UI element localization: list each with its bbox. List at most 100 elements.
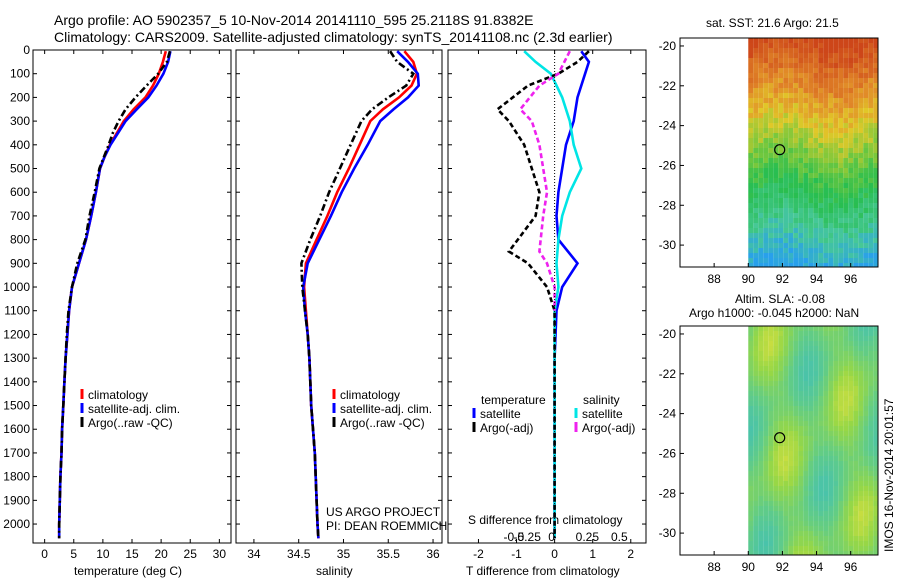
sla_map-cell	[848, 336, 854, 341]
sst_map-cell	[768, 248, 774, 253]
sst_map-cell	[863, 258, 869, 263]
sst_map-cell	[808, 243, 814, 248]
sla_map-cell	[818, 386, 824, 391]
sla_map-cell	[783, 351, 789, 356]
sst_map-cell	[763, 248, 769, 253]
sst_map-cell	[753, 153, 759, 158]
sst_map-cell	[778, 258, 784, 263]
sla_map-cell	[843, 326, 849, 331]
sla_map-cell	[803, 421, 809, 426]
sla_map-cell	[798, 486, 804, 491]
sst_map-cell	[823, 153, 829, 158]
sst_map-cell	[808, 198, 814, 203]
sla_map-cell	[808, 396, 814, 401]
sla_map-cell	[843, 536, 849, 541]
sst_map-cell	[853, 208, 859, 213]
sla_map-cell	[803, 386, 809, 391]
sst_map-cell	[858, 98, 864, 103]
sla_map-cell	[863, 371, 869, 376]
sst_map-cell	[818, 153, 824, 158]
sla_map-cell	[758, 386, 764, 391]
sla_map-cell	[868, 336, 874, 341]
sst_map-cell	[763, 133, 769, 138]
sst_map-cell	[798, 58, 804, 63]
sla_map-cell	[863, 441, 869, 446]
sst_map-cell	[858, 103, 864, 108]
sla_map-cell	[868, 531, 874, 536]
sst_map-cell	[818, 48, 824, 53]
sst_map-cell	[798, 163, 804, 168]
sst_map-cell	[838, 258, 844, 263]
sla_map-cell	[863, 501, 869, 506]
sst_map-cell	[868, 263, 874, 267]
sst_map-xtick-label: 90	[742, 272, 756, 286]
sla_map-cell	[823, 546, 829, 551]
sla_map-cell	[813, 461, 819, 466]
sst_map-cell	[868, 193, 874, 198]
sla_map-cell	[778, 371, 784, 376]
sla_map-cell	[873, 396, 878, 401]
sst_map-cell	[788, 228, 794, 233]
sst_map-cell	[823, 173, 829, 178]
sla_map-cell	[768, 361, 774, 366]
sla_map-cell	[838, 371, 844, 376]
sst_map-cell	[793, 193, 799, 198]
sst_map-cell	[753, 98, 759, 103]
sst_map-cell	[833, 168, 839, 173]
sla_map-cell	[828, 421, 834, 426]
sla_map-cell	[803, 541, 809, 546]
sst_map-cell	[868, 143, 874, 148]
sla_map-cell	[863, 401, 869, 406]
sla_map-cell	[768, 536, 774, 541]
sst_map-cell	[783, 188, 789, 193]
sla_map-cell	[778, 361, 784, 366]
sst_map-cell	[788, 108, 794, 113]
sst_map-cell	[848, 173, 854, 178]
sst_map-cell	[858, 83, 864, 88]
sst_map-cell	[853, 38, 859, 43]
sst_map-cell	[818, 63, 824, 68]
sst_map-cell	[768, 58, 774, 63]
sst_map-cell	[783, 248, 789, 253]
sst_map-cell	[763, 213, 769, 218]
sst_map-cell	[848, 148, 854, 153]
sla_map-cell	[803, 496, 809, 501]
sst_map-cell	[843, 163, 849, 168]
sla_map-cell	[773, 541, 779, 546]
sst_map-cell	[783, 148, 789, 153]
sla_map-cell	[763, 406, 769, 411]
sla_map-cell	[803, 451, 809, 456]
sla_map-cell	[793, 366, 799, 371]
sla_map-cell	[803, 511, 809, 516]
sst_map-cell	[803, 178, 809, 183]
sst_map-cell	[778, 188, 784, 193]
sst_map-cell	[813, 123, 819, 128]
sst_map-cell	[863, 98, 869, 103]
sla_map-cell	[803, 456, 809, 461]
sst_map-cell	[823, 238, 829, 243]
sst_map-cell	[818, 88, 824, 93]
sla_map-cell	[818, 551, 824, 555]
sst_map-cell	[873, 223, 878, 228]
sst_map-cell	[788, 178, 794, 183]
sla_map-cell	[868, 526, 874, 531]
sla_map-frame	[679, 325, 879, 556]
sst_map-cell	[808, 63, 814, 68]
sla_map-cell	[858, 386, 864, 391]
sla_map-cell	[848, 501, 854, 506]
sla_map-cell	[823, 396, 829, 401]
sla_map-cell	[818, 481, 824, 486]
sst_map-cell	[823, 233, 829, 238]
sst_map-cell	[783, 228, 789, 233]
sla_map-cell	[823, 501, 829, 506]
sst_map-cell	[863, 183, 869, 188]
sst_map-cell	[813, 263, 819, 267]
sst_map-cell	[813, 83, 819, 88]
sla_map-cell	[828, 471, 834, 476]
sst_map-cell	[783, 243, 789, 248]
sla_map-cell	[793, 431, 799, 436]
sst_map-cell	[838, 138, 844, 143]
sla_map: 88 90 92 94 96-20-22-24-26-28-30	[659, 325, 879, 574]
sla_map-cell	[843, 516, 849, 521]
sst_map-cell	[843, 58, 849, 63]
